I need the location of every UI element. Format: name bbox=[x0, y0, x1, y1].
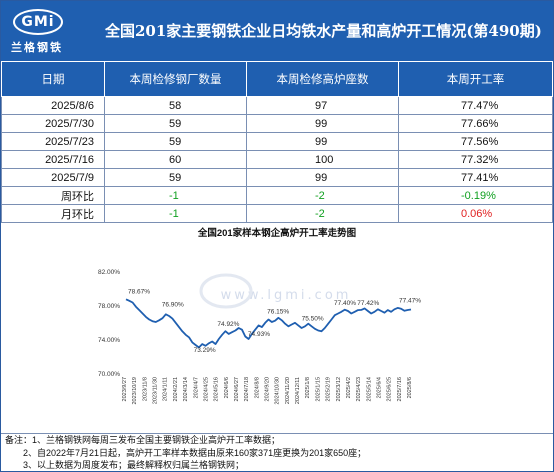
cell-date: 2025/7/30 bbox=[1, 114, 105, 133]
mom-rate: 0.06% bbox=[398, 204, 553, 223]
data-label: 78.67% bbox=[128, 288, 150, 295]
y-tick-label: 82.00% bbox=[98, 269, 120, 276]
x-tick-label: 2025/6/4 bbox=[376, 377, 382, 398]
data-label: 75.50% bbox=[302, 315, 324, 322]
data-label: 76.15% bbox=[267, 309, 289, 316]
cell-mills: 59 bbox=[104, 114, 247, 133]
data-label: 76.90% bbox=[162, 301, 184, 308]
chart-area: 全国201家样本钢企高炉开工率走势图 www.lgmi.com 82.00% 78.… bbox=[1, 219, 553, 432]
cell-rate: 77.66% bbox=[398, 114, 553, 133]
x-tick-label: 2025/7/16 bbox=[397, 377, 403, 401]
data-label: 77.42% bbox=[357, 300, 379, 307]
col-header-furnaces: 本周检修高炉座数 bbox=[246, 61, 399, 97]
line-chart: www.lgmi.com82.00%78.00%74.00%70.00%2023… bbox=[98, 269, 421, 405]
x-tick-label: 2024/2/21 bbox=[173, 377, 179, 401]
x-tick-label: 2024/12/11 bbox=[295, 377, 301, 404]
wow-rate: -0.19% bbox=[398, 186, 553, 205]
cell-furnaces: 97 bbox=[246, 96, 399, 115]
col-header-mills: 本周检修钢厂数量 bbox=[104, 61, 247, 97]
x-tick-label: 2023/10/19 bbox=[132, 377, 138, 405]
x-tick-label: 2023/9/27 bbox=[122, 377, 128, 401]
x-tick-label: 2025/1/15 bbox=[315, 377, 321, 401]
series-line bbox=[125, 298, 412, 349]
x-tick-label: 2024/1/11 bbox=[163, 377, 169, 401]
data-label: 77.40% bbox=[334, 300, 356, 307]
data-table: 日期 本周检修钢厂数量 本周检修高炉座数 本周开工率 2025/8/6 58 9… bbox=[1, 61, 553, 223]
report-title: 全国201家主要钢铁企业日均铁水产量和高炉开工情况(第490期) bbox=[105, 22, 542, 40]
x-tick-label: 2023/11/30 bbox=[153, 377, 159, 404]
mom-label: 月环比 bbox=[1, 204, 105, 223]
x-tick-label: 2024/10/30 bbox=[275, 377, 281, 405]
report-header: GMi 兰格钢铁 全国201家主要钢铁企业日均铁水产量和高炉开工情况(第490期… bbox=[1, 1, 553, 61]
x-tick-label: 2024/4/25 bbox=[203, 377, 209, 401]
chart-title: 全国201家样本钢企高炉开工率走势图 bbox=[197, 228, 357, 239]
data-label: 74.93% bbox=[248, 331, 270, 338]
cell-date: 2025/7/16 bbox=[1, 150, 105, 169]
x-tick-label: 2025/5/14 bbox=[366, 377, 372, 401]
table-row: 2025/7/23 59 99 77.56% bbox=[1, 132, 553, 151]
note-3: 3、以上数据为周度发布；最终解释权归属兰格钢铁网； bbox=[23, 460, 245, 470]
wow-furnaces: -2 bbox=[246, 186, 399, 205]
cell-rate: 77.56% bbox=[398, 132, 553, 151]
y-tick-label: 74.00% bbox=[98, 337, 120, 344]
x-tick-label: 2025/4/2 bbox=[346, 377, 352, 398]
mom-row: 月环比 -1 -2 0.06% bbox=[1, 204, 553, 223]
table-row: 2025/7/30 59 99 77.66% bbox=[1, 114, 553, 133]
x-tick-label: 2025/4/23 bbox=[356, 377, 362, 401]
x-tick-label: 2025/8/6 bbox=[407, 377, 413, 398]
x-tick-label: 2024/4/7 bbox=[193, 377, 199, 398]
x-tick-label: 2024/6/6 bbox=[224, 377, 230, 398]
x-tick-label: 2025/1/8 bbox=[305, 377, 311, 398]
table-header-row: 日期 本周检修钢厂数量 本周检修高炉座数 本周开工率 bbox=[1, 61, 553, 97]
x-tick-label: 2024/7/18 bbox=[244, 377, 250, 401]
logo-mark: GMi bbox=[13, 9, 63, 35]
table-row: 2025/7/9 59 99 77.41% bbox=[1, 168, 553, 187]
wow-mills: -1 bbox=[104, 186, 247, 205]
col-header-date: 日期 bbox=[1, 61, 105, 97]
x-tick-label: 2024/8/8 bbox=[254, 377, 260, 398]
cell-mills: 60 bbox=[104, 150, 247, 169]
note-1: 备注：1、兰格钢铁网每周三发布全国主要钢铁企业高炉开工率数据； bbox=[5, 435, 281, 445]
note-2: 2、自2022年7月21日起，高炉开工率样本数据由原来160家371座更换为20… bbox=[23, 447, 367, 458]
table-row: 2025/7/16 60 100 77.32% bbox=[1, 150, 553, 169]
col-header-rate: 本周开工率 bbox=[398, 61, 553, 97]
cell-mills: 59 bbox=[104, 132, 247, 151]
cell-rate: 77.32% bbox=[398, 150, 553, 169]
x-tick-label: 2025/2/19 bbox=[326, 377, 332, 401]
y-tick-label: 70.00% bbox=[98, 371, 120, 378]
x-tick-label: 2024/6/27 bbox=[234, 377, 240, 401]
cell-furnaces: 99 bbox=[246, 132, 399, 151]
watermark-text: www.lgmi.com bbox=[221, 288, 352, 303]
x-tick-label: 2025/6/25 bbox=[387, 377, 393, 401]
cell-date: 2025/8/6 bbox=[1, 96, 105, 115]
data-label: 77.47% bbox=[399, 298, 421, 305]
x-tick-label: 2024/11/20 bbox=[285, 377, 291, 404]
cell-date: 2025/7/23 bbox=[1, 132, 105, 151]
footnotes: 备注：1、兰格钢铁网每周三发布全国主要钢铁企业高炉开工率数据； 2、自2022年… bbox=[1, 433, 553, 471]
wow-label: 周环比 bbox=[1, 186, 105, 205]
x-tick-label: 2024/3/14 bbox=[183, 377, 189, 401]
cell-rate: 77.47% bbox=[398, 96, 553, 115]
wow-row: 周环比 -1 -2 -0.19% bbox=[1, 186, 553, 205]
data-label: 74.92% bbox=[217, 321, 239, 328]
cell-rate: 77.41% bbox=[398, 168, 553, 187]
cell-furnaces: 100 bbox=[246, 150, 399, 169]
cell-date: 2025/7/9 bbox=[1, 168, 105, 187]
x-tick-label: 2023/11/8 bbox=[142, 377, 148, 401]
y-tick-label: 78.00% bbox=[98, 303, 120, 310]
cell-mills: 58 bbox=[104, 96, 247, 115]
cell-mills: 59 bbox=[104, 168, 247, 187]
x-tick-label: 2024/5/16 bbox=[214, 377, 220, 401]
cell-furnaces: 99 bbox=[246, 168, 399, 187]
logo-brand-text: 兰格钢铁 bbox=[11, 41, 63, 54]
data-label: 73.29% bbox=[194, 347, 216, 354]
watermark-logo bbox=[199, 273, 253, 309]
brand-logo: GMi 兰格钢铁 bbox=[11, 9, 71, 55]
x-tick-label: 2024/9/20 bbox=[265, 377, 271, 401]
x-tick-label: 2025/3/12 bbox=[336, 377, 342, 401]
cell-furnaces: 99 bbox=[246, 114, 399, 133]
table-row: 2025/8/6 58 97 77.47% bbox=[1, 96, 553, 115]
